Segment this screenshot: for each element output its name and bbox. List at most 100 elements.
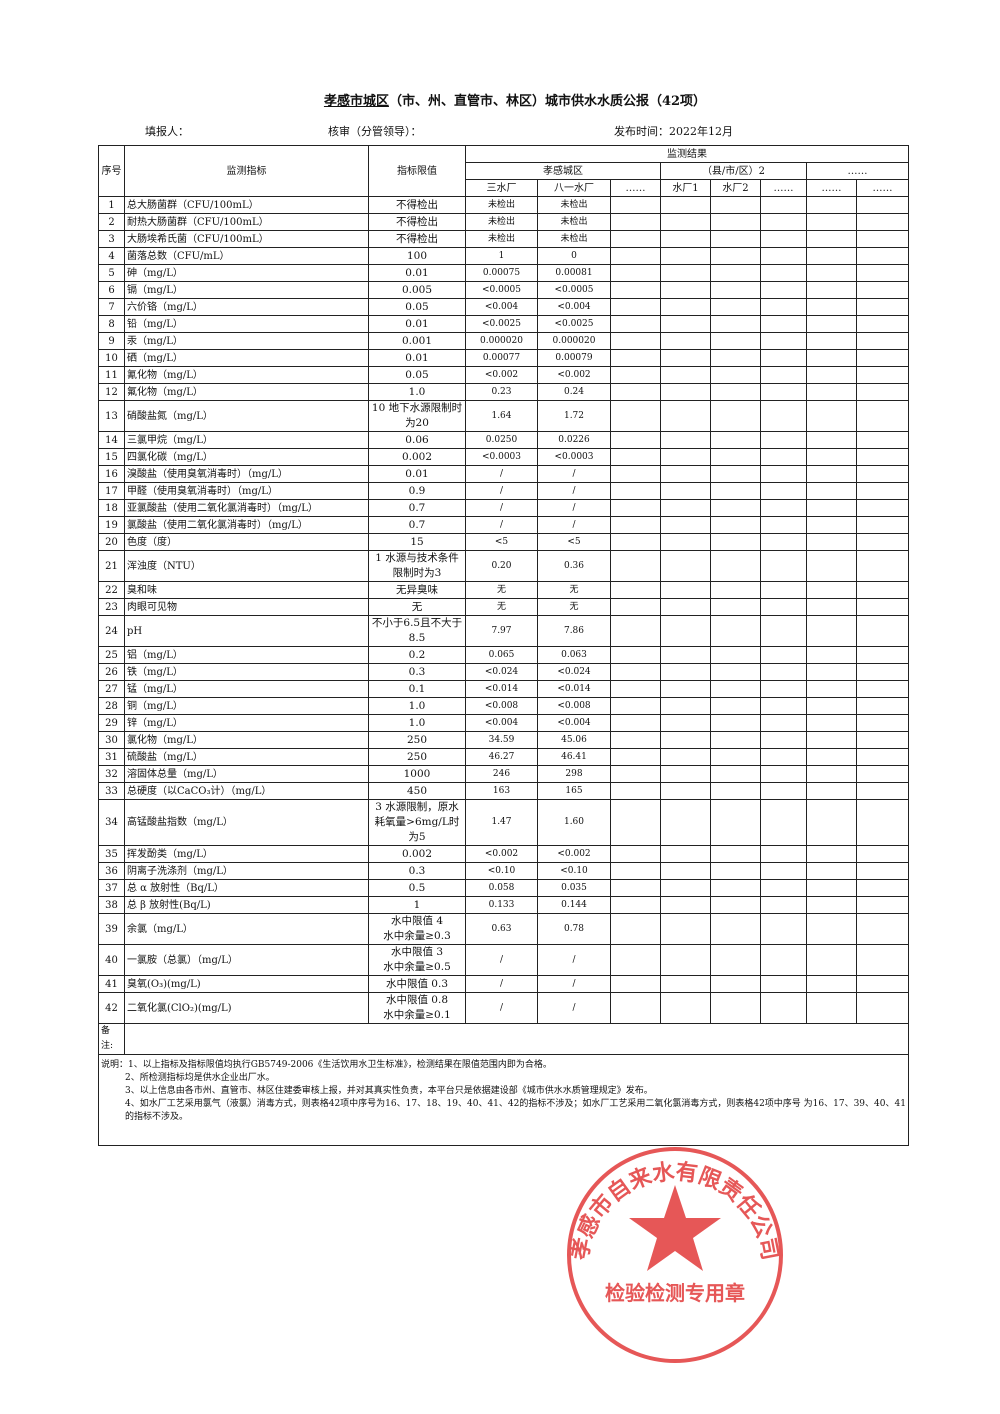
empty-cell	[710, 697, 761, 715]
indicator: 溴酸盐（使用臭氧消毒时）（mg/L）	[124, 465, 369, 483]
row-index: 1	[98, 196, 125, 214]
empty-cell	[610, 213, 661, 231]
empty-cell	[710, 315, 761, 333]
result: <0.0025	[465, 315, 538, 333]
empty-cell	[806, 799, 857, 846]
result: <0.0005	[465, 281, 538, 299]
result: 0.23	[465, 383, 538, 401]
empty-cell	[760, 448, 807, 466]
empty-cell	[856, 845, 909, 863]
empty-cell	[806, 281, 857, 299]
result: 298	[537, 765, 611, 783]
indicator: 臭氧(O₃)(mg/L)	[124, 975, 369, 993]
result: <0.0005	[537, 281, 611, 299]
header-cell: 序号	[98, 145, 125, 197]
title: 孝感市城区（市、州、直管市、林区）城市供水水质公报（42项）	[0, 90, 1000, 109]
limit: 0.05	[368, 366, 466, 384]
limit: 不得检出	[368, 213, 466, 231]
result: /	[465, 482, 538, 500]
result: <0.002	[537, 845, 611, 863]
result: 0.20	[465, 550, 538, 582]
empty-cell	[710, 975, 761, 993]
data-row: 17 甲醛（使用臭氧消毒时）（mg/L） 0.9//	[98, 482, 909, 500]
limit: 0.5	[368, 879, 466, 897]
result: 0.00077	[465, 349, 538, 367]
result: 未检出	[465, 230, 538, 248]
empty-cell	[856, 975, 909, 993]
result: 7.86	[537, 615, 611, 647]
row-index: 4	[98, 247, 125, 265]
empty-cell	[710, 862, 761, 880]
result: /	[537, 975, 611, 993]
row-index: 17	[98, 482, 125, 500]
empty-cell	[856, 680, 909, 698]
empty-cell	[660, 349, 711, 367]
limit: 3 水源限制，原水耗氧量>6mg/L时为5	[368, 799, 466, 846]
empty-cell	[710, 499, 761, 517]
empty-cell	[856, 230, 909, 248]
empty-cell	[806, 196, 857, 214]
indicator: 色度（度）	[124, 533, 369, 551]
row-index: 20	[98, 533, 125, 551]
result: 1	[465, 247, 538, 265]
data-row: 7 六价铬（mg/L） 0.05 <0.004 <0.004	[98, 298, 909, 316]
empty-cell	[806, 598, 857, 616]
note-text: 2、所检测指标均是供水企业出厂水。	[125, 1073, 275, 1083]
empty-cell	[760, 598, 807, 616]
data-row: 12 氟化物（mg/L） 1.0 0.23 0.24	[98, 383, 909, 401]
indicator: 耐热大肠菌群（CFU/100mL）	[124, 213, 369, 231]
empty-cell	[760, 697, 807, 715]
empty-cell	[856, 646, 909, 664]
row-index: 27	[98, 680, 125, 698]
result: /	[537, 499, 611, 517]
empty-cell	[760, 944, 807, 976]
empty-cell	[710, 550, 761, 582]
empty-cell	[610, 298, 661, 316]
empty-cell	[806, 431, 857, 449]
row-index: 39	[98, 913, 125, 945]
data-row: 20 色度（度） 15 <5 <5	[98, 533, 909, 551]
empty-cell	[806, 896, 857, 914]
empty-cell	[806, 913, 857, 945]
empty-cell	[806, 247, 857, 265]
row-index: 36	[98, 862, 125, 880]
empty-cell	[660, 765, 711, 783]
row-index: 10	[98, 349, 125, 367]
result: /	[465, 465, 538, 483]
site-header: （县/市/区）2	[660, 162, 807, 180]
result: 0	[537, 247, 611, 265]
empty-cell	[660, 992, 711, 1024]
data-row: 37 总 α 放射性（Bq/L） 0.5 0.058 0.035	[98, 879, 909, 897]
empty-cell	[856, 782, 909, 800]
empty-cell	[760, 765, 807, 783]
result: 7.97	[465, 615, 538, 647]
data-row: 38 总 β 放射性(Bq/L) 1 0.133 0.144	[98, 896, 909, 914]
result: <5	[465, 533, 538, 551]
empty-cell	[710, 247, 761, 265]
result: <0.004	[537, 298, 611, 316]
empty-cell	[610, 550, 661, 582]
result: /	[537, 482, 611, 500]
empty-cell	[660, 748, 711, 766]
empty-cell	[806, 714, 857, 732]
data-row: 30 氯化物（mg/L） 250 34.59 45.06	[98, 731, 909, 749]
data-row: 31 硫酸盐（mg/L） 250 46.27 46.41	[98, 748, 909, 766]
data-row: 33 总硬度（以CaCO₃计）（mg/L） 450 163 165	[98, 782, 909, 800]
header-cell: 监测指标	[124, 145, 369, 197]
result: 0.058	[465, 879, 538, 897]
empty-cell	[710, 879, 761, 897]
empty-cell	[660, 400, 711, 432]
empty-cell	[610, 315, 661, 333]
result: 0.0226	[537, 431, 611, 449]
note-line: 说明：1、以上指标及指标限值均执行GB5749-2006《生活饮用水卫生标准》，…	[101, 1059, 906, 1072]
limit: 水中限值 4 水中余量≥0.3	[368, 913, 466, 945]
note-line: 3、以上信息由各市州、直管市、林区住建委审核上报，并对其真实性负责，本平台只是依…	[101, 1085, 906, 1098]
reviewer: 核审（分管领导）：	[328, 125, 422, 138]
data-row: 21 浑浊度（NTU） 1 水源与技术条件限制时为3 0.20 0.36	[98, 550, 909, 582]
result: <0.008	[537, 697, 611, 715]
data-row: 2 耐热大肠菌群（CFU/100mL） 不得检出 未检出 未检出	[98, 213, 909, 231]
indicator: 锰（mg/L）	[124, 680, 369, 698]
limit: 0.005	[368, 281, 466, 299]
remarks-cell	[124, 1023, 909, 1055]
empty-cell	[856, 992, 909, 1024]
